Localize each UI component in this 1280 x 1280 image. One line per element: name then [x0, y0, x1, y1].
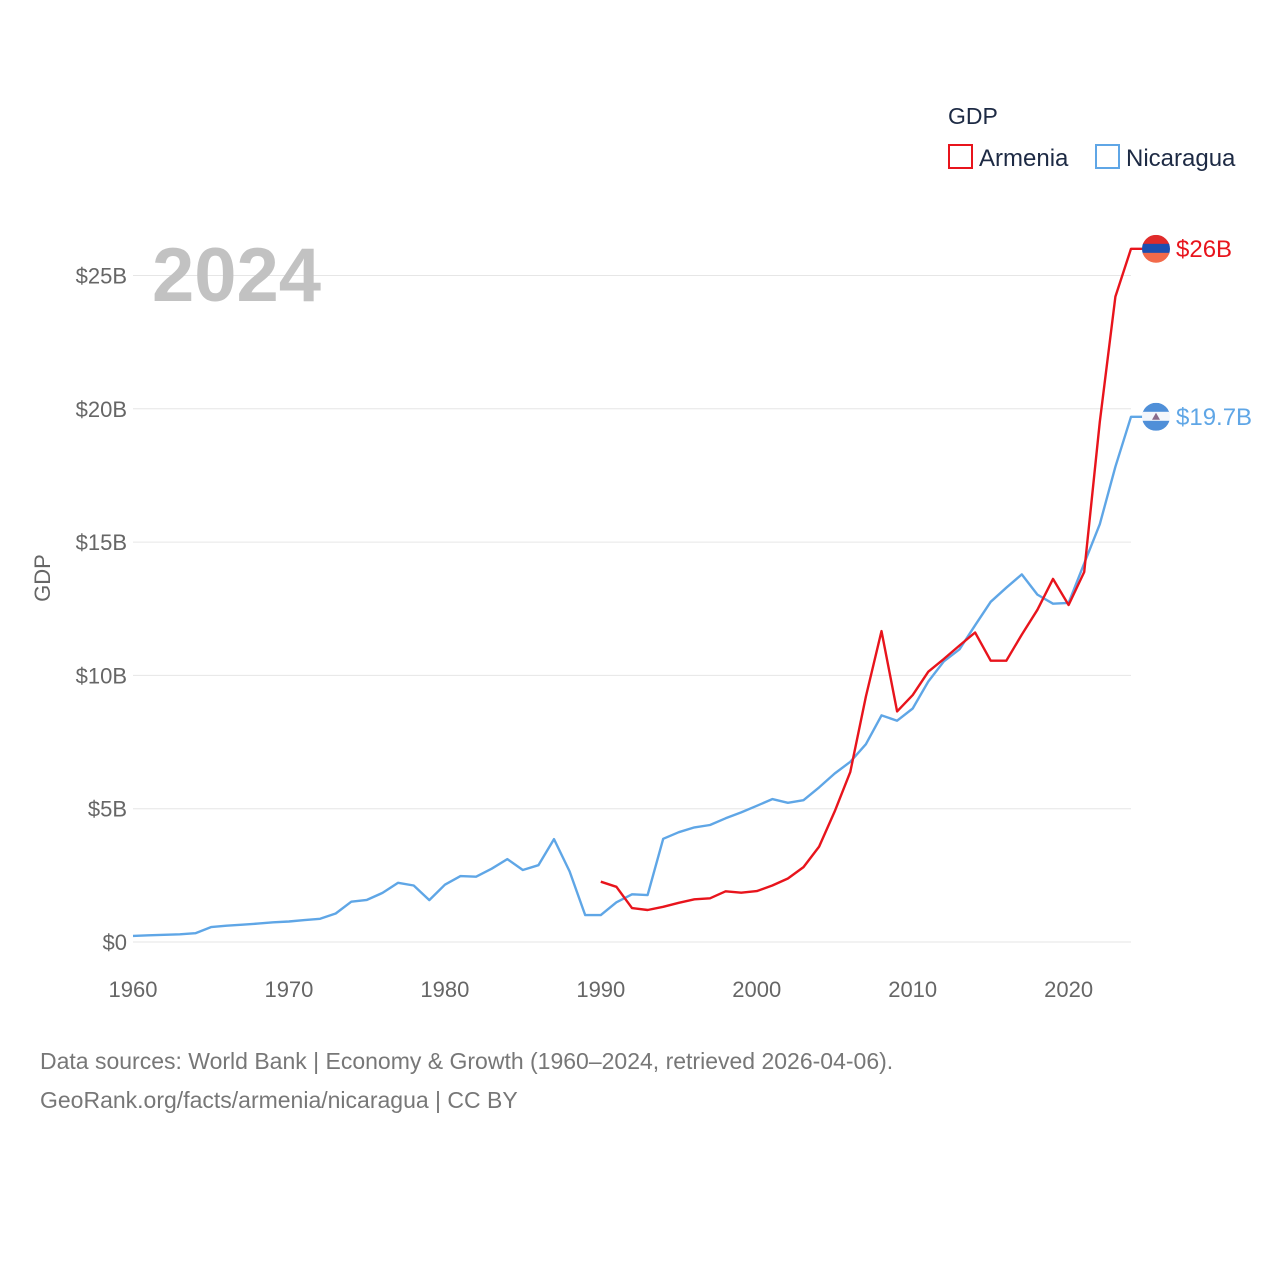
- armenia-series-line: [600, 247, 1143, 912]
- x-tick-label: 1970: [264, 977, 313, 1002]
- y-axis-ticks: $0 $5B $10B $15B $20B $25B: [76, 264, 127, 956]
- armenia-flag-stripe-red: [1142, 234, 1170, 245]
- series-lines: [132, 247, 1143, 938]
- armenia-flag-stripe-blue: [1142, 243, 1170, 254]
- nicaragua-flag-icon: [1142, 402, 1170, 431]
- legend-item-nicaragua[interactable]: Nicaragua: [1095, 144, 1236, 172]
- y-tick-label: $5B: [88, 797, 127, 822]
- nicaragua-end-label: $19.7B: [1176, 404, 1252, 431]
- gridlines: [133, 275, 1131, 943]
- y-tick-label: $15B: [76, 530, 127, 555]
- y-tick-label: $0: [103, 930, 127, 955]
- year-watermark: 2024: [152, 233, 321, 318]
- y-tick-label: $25B: [76, 264, 127, 289]
- armenia-end-label: $26B: [1176, 236, 1232, 263]
- nicaragua-flag-stripe-bottom: [1142, 420, 1170, 431]
- x-tick-label: 2010: [888, 977, 937, 1002]
- x-tick-label: 1960: [109, 977, 158, 1002]
- x-axis-ticks: 1960 1970 1980 1990 2000 2010 2020: [109, 977, 1094, 1002]
- x-tick-label: 2020: [1044, 977, 1093, 1002]
- armenia-flag-icon: [1142, 234, 1170, 263]
- source-line-2: GeoRank.org/facts/armenia/nicaragua | CC…: [40, 1087, 518, 1113]
- legend-swatch-nicaragua: [1095, 144, 1120, 169]
- x-tick-label: 2000: [732, 977, 781, 1002]
- source-line-1: Data sources: World Bank | Economy & Gro…: [40, 1048, 893, 1074]
- armenia-flag-stripe-orange: [1142, 252, 1170, 263]
- legend-title: GDP: [948, 103, 998, 129]
- nicaragua-series-line: [132, 415, 1143, 938]
- y-axis-label: GDP: [30, 554, 55, 602]
- legend: GDP Armenia Nicaragua: [948, 103, 1236, 172]
- legend-swatch-armenia: [948, 144, 973, 169]
- nicaragua-flag-stripe-top: [1142, 402, 1170, 413]
- y-tick-label: $10B: [76, 663, 127, 688]
- x-tick-label: 1990: [576, 977, 625, 1002]
- legend-label-nicaragua: Nicaragua: [1126, 145, 1236, 172]
- y-tick-label: $20B: [76, 397, 127, 422]
- nicaragua-flag-emblem: [1152, 412, 1160, 420]
- legend-item-armenia[interactable]: Armenia: [948, 144, 1069, 172]
- legend-label-armenia: Armenia: [979, 145, 1069, 172]
- x-tick-label: 1980: [420, 977, 469, 1002]
